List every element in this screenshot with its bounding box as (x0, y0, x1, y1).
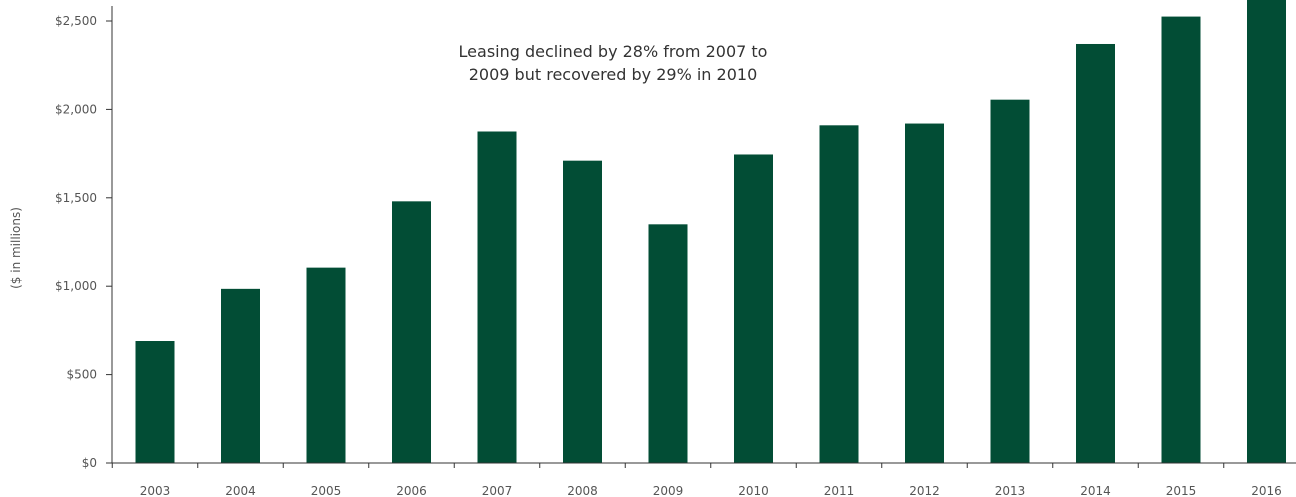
annotation-line-1: Leasing declined by 28% from 2007 to (459, 42, 768, 61)
x-tick-label: 2005 (311, 484, 342, 497)
bar-2004 (221, 288, 260, 463)
x-tick-label: 2007 (482, 484, 513, 497)
x-tick-label: 2011 (824, 484, 855, 497)
y-tick-label: $0 (82, 456, 97, 470)
bar-2005 (306, 267, 346, 463)
y-tick-label: $1,000 (55, 279, 97, 293)
bar-2012 (905, 123, 944, 463)
x-tick-label: 2004 (225, 484, 256, 497)
x-axis: 2003 2004 2005 2006 2007 2008 2009 2010 2011 2012… (111, 462, 1296, 497)
y-tick-label: $1,500 (55, 191, 97, 205)
bar-2008 (563, 160, 602, 463)
y-axis: $0 $500 $1,000 $1,500 $2,000 $2,500 (55, 6, 113, 470)
y-tick-label: $2,000 (55, 102, 97, 116)
annotation-line-2: 2009 but recovered by 29% in 2010 (469, 65, 758, 84)
bar-2003 (135, 341, 175, 463)
x-tick-label: 2015 (1166, 484, 1197, 497)
bars-group (135, 0, 1286, 464)
x-tick-label: 2003 (140, 484, 171, 497)
bar-2009 (648, 224, 688, 463)
x-tick-label: 2012 (909, 484, 940, 497)
bar-2010 (734, 154, 773, 463)
y-tick-label: $2,500 (55, 14, 97, 28)
y-axis-title: ($ in millions) (9, 207, 23, 289)
x-tick-label: 2013 (995, 484, 1026, 497)
bar-2007 (477, 131, 517, 463)
bar-2014 (1076, 43, 1115, 463)
bar-2016 (1247, 0, 1286, 463)
x-tick-label: 2016 (1251, 484, 1282, 497)
x-tick-label: 2014 (1080, 484, 1111, 497)
x-tick-label: 2006 (396, 484, 427, 497)
x-tick-label: 2009 (653, 484, 684, 497)
x-tick-label: 2008 (567, 484, 598, 497)
bar-2006 (392, 201, 431, 463)
y-tick-label: $500 (66, 368, 97, 382)
bar-2015 (1161, 16, 1201, 464)
bar-2011 (819, 125, 859, 463)
bar-2013 (990, 99, 1030, 464)
x-tick-label: 2010 (738, 484, 769, 497)
